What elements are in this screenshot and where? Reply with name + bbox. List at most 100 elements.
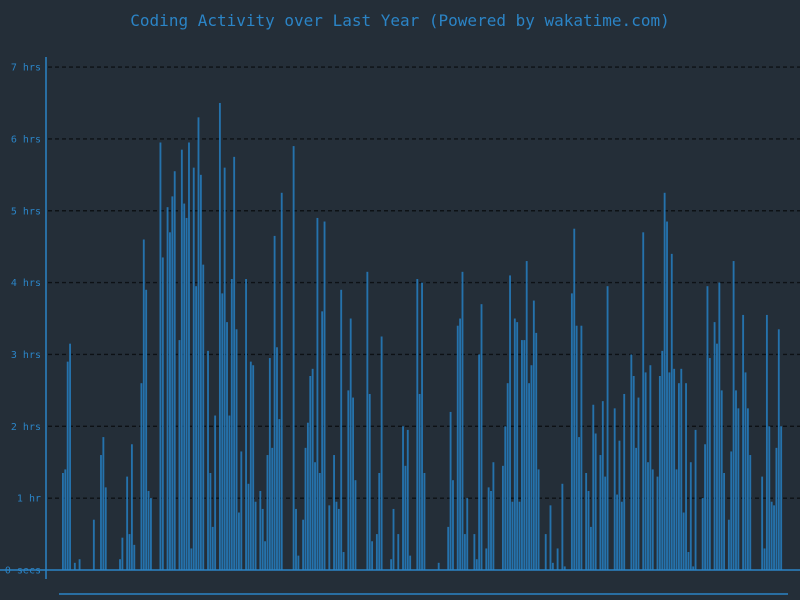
bar — [575, 325, 578, 570]
bar — [780, 426, 783, 570]
bar — [228, 415, 231, 570]
y-tick-label: 5 hrs — [11, 206, 41, 217]
bar — [368, 393, 371, 570]
bar — [159, 142, 162, 571]
bar — [735, 390, 737, 571]
bar — [254, 501, 257, 570]
bar — [682, 512, 685, 570]
bar — [606, 286, 609, 570]
bar — [459, 318, 462, 570]
bar — [777, 329, 780, 570]
bar — [340, 289, 343, 570]
bar — [765, 314, 768, 570]
bar — [62, 473, 64, 570]
bar — [706, 286, 709, 570]
bar — [637, 397, 640, 570]
bar — [309, 376, 312, 570]
y-tick-label: 1 hr — [17, 494, 41, 505]
bar — [642, 232, 645, 570]
bar — [337, 508, 340, 570]
bar — [180, 149, 183, 570]
bar — [570, 293, 573, 570]
y-tick-labels: 0 secs 1 hr 2 hrs 3 hrs 4 hrs 5 hrs 6 hrs 7 hrs — [5, 63, 41, 577]
bar — [485, 548, 488, 570]
bar — [318, 473, 321, 570]
bar — [666, 221, 668, 570]
bar — [573, 228, 576, 570]
bar — [763, 548, 766, 570]
bar — [449, 411, 452, 570]
bar — [604, 476, 607, 571]
bar — [404, 465, 407, 570]
bar — [630, 354, 633, 570]
bar — [276, 347, 278, 570]
bar — [592, 404, 595, 570]
bar — [140, 383, 143, 570]
bar — [207, 350, 209, 570]
y-tick-label: 6 hrs — [11, 134, 41, 145]
bar — [651, 469, 654, 570]
bar — [235, 329, 238, 570]
bar — [661, 350, 664, 570]
bar — [321, 311, 324, 570]
bar — [578, 437, 580, 570]
bar — [523, 340, 526, 570]
bar — [100, 455, 102, 570]
bar — [673, 368, 676, 570]
bar — [333, 455, 335, 570]
bar — [169, 232, 171, 570]
bar — [133, 544, 136, 570]
bar — [292, 146, 295, 570]
bar — [297, 555, 300, 570]
bar — [463, 534, 466, 570]
bar — [390, 559, 393, 570]
bar — [727, 519, 730, 570]
bar — [190, 548, 193, 570]
bar — [295, 508, 297, 570]
bar — [635, 447, 638, 570]
bar — [183, 203, 186, 570]
bar — [713, 322, 716, 570]
bar — [521, 340, 523, 570]
bar — [402, 426, 404, 570]
bar — [656, 476, 659, 571]
bar — [589, 526, 592, 570]
bar — [518, 501, 521, 570]
bar — [418, 393, 421, 570]
bar — [561, 483, 564, 570]
bar — [761, 476, 764, 571]
bar — [480, 304, 483, 570]
bar — [392, 508, 395, 570]
bar — [409, 555, 412, 570]
bar — [211, 526, 214, 570]
bar — [585, 473, 588, 570]
bar — [126, 476, 129, 571]
bar — [202, 264, 205, 570]
bar — [221, 293, 224, 570]
bar — [530, 365, 533, 570]
bar — [421, 282, 423, 570]
bar — [504, 426, 507, 570]
bar — [632, 376, 635, 570]
bar — [378, 473, 381, 570]
bar — [349, 318, 352, 570]
bar — [587, 490, 590, 570]
bar — [770, 501, 773, 570]
bar — [537, 469, 540, 570]
bar — [209, 473, 212, 570]
bar — [252, 365, 255, 570]
bar — [423, 473, 426, 570]
bar — [104, 487, 107, 570]
bar — [314, 462, 316, 570]
bar — [268, 358, 271, 570]
bar — [466, 498, 469, 570]
bar — [744, 372, 747, 570]
bar — [380, 336, 383, 570]
bar — [456, 325, 459, 570]
bar — [397, 534, 400, 570]
bar — [509, 275, 511, 570]
bar — [323, 221, 326, 570]
bar — [658, 376, 661, 570]
bar — [601, 401, 604, 570]
bar — [649, 365, 652, 570]
